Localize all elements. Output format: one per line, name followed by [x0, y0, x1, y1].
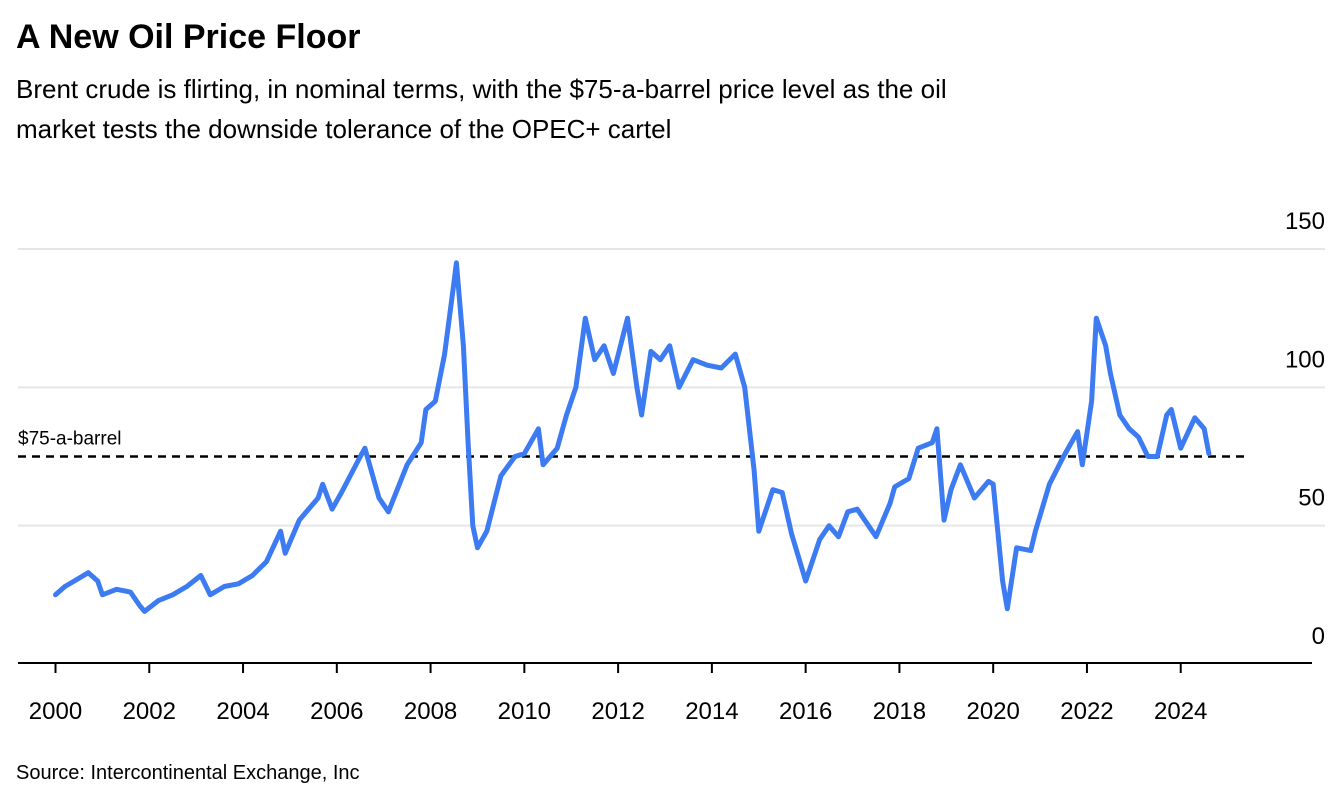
annotation: $75-a-barrel — [18, 429, 122, 450]
source: Source: Intercontinental Exchange, Inc — [16, 762, 360, 784]
x-tick-label: 2024 — [1154, 698, 1207, 725]
x-tick-label: 2022 — [1060, 698, 1113, 725]
x-tick-label: 2000 — [29, 698, 82, 725]
x-tick-label: 2018 — [873, 698, 926, 725]
x-tick-label: 2006 — [310, 698, 363, 725]
price-line — [53, 260, 1212, 614]
y-tick-label: 150 — [1285, 208, 1325, 235]
x-tick-label: 2002 — [123, 698, 176, 725]
chart-subtitle: Brent crude is flirting, in nominal term… — [16, 74, 947, 104]
x-tick-label: 2010 — [498, 698, 551, 725]
y-tick-label: 100 — [1285, 346, 1325, 373]
x-tick-label: 2020 — [966, 698, 1019, 725]
x-tick-label: 2016 — [779, 698, 832, 725]
x-tick-label: 2004 — [216, 698, 269, 725]
chart-title: A New Oil Price Floor — [16, 18, 360, 56]
y-tick-label: 0 — [1312, 623, 1325, 650]
x-tick-label: 2012 — [591, 698, 644, 725]
x-tick-label: 2014 — [685, 698, 738, 725]
y-tick-label: 50 — [1298, 485, 1325, 512]
x-tick-label: 2008 — [404, 698, 457, 725]
chart-subtitle: market tests the downside tolerance of t… — [16, 114, 671, 144]
